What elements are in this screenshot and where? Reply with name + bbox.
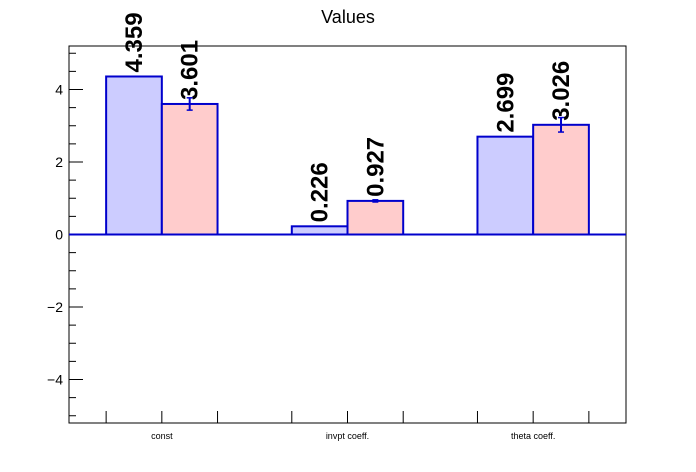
y-tick-label: 4	[55, 82, 63, 98]
data-label: 4.359	[121, 12, 148, 72]
bar	[105, 75, 163, 236]
bar	[346, 199, 405, 236]
axes: −4 −2 0 2 4 const invpt coeff. theta coeff.	[47, 45, 627, 441]
x-category-label: invpt coeff.	[326, 431, 369, 441]
data-label: 0.226	[307, 162, 334, 222]
bar	[532, 123, 590, 236]
data-label: 3.026	[548, 61, 575, 121]
data-label: 2.699	[492, 73, 519, 133]
data-label: 3.601	[177, 40, 204, 100]
y-tick-label: −4	[47, 372, 63, 388]
data-label: 0.927	[362, 137, 389, 197]
y-tick-label: 2	[55, 154, 63, 170]
x-category-label: theta coeff.	[511, 431, 555, 441]
bar	[160, 102, 219, 236]
bar	[476, 135, 535, 236]
chart-title: Values	[321, 7, 375, 27]
bars	[69, 75, 626, 236]
x-category-label: const	[151, 431, 173, 441]
bar	[290, 225, 349, 236]
y-tick-label: −2	[47, 299, 63, 315]
data-labels: 4.359 0.226 2.699 3.601 0.927 3.026	[121, 12, 575, 222]
y-tick-label: 0	[55, 227, 63, 243]
